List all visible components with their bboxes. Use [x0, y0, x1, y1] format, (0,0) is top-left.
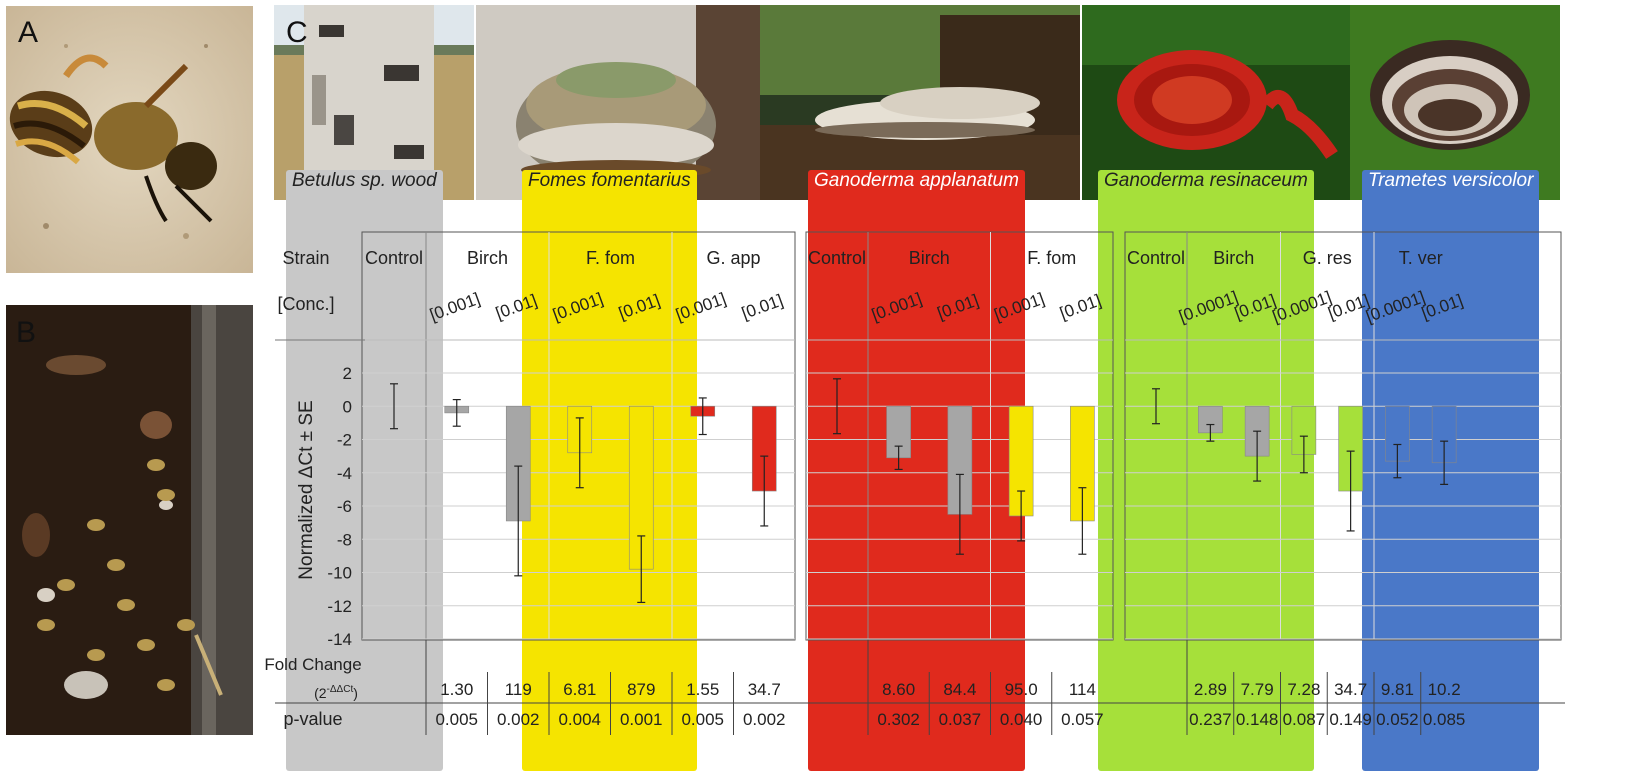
fold-change-value: 1.55 — [686, 680, 719, 699]
p-value: 0.002 — [743, 710, 786, 729]
p-value: 0.002 — [497, 710, 540, 729]
fomes-photo — [476, 5, 760, 200]
birch-label: Betulus sp. wood — [286, 170, 443, 771]
strain-label: Birch — [909, 248, 950, 268]
y-tick-label: -4 — [337, 464, 352, 483]
fold-change-value: 9.81 — [1381, 680, 1414, 699]
y-tick-label: -6 — [337, 497, 352, 516]
p-value: 0.005 — [681, 710, 724, 729]
conc-label: [0.01] — [1419, 291, 1465, 323]
fold-formula-base: (2 — [314, 685, 327, 701]
p-value: 0.057 — [1061, 710, 1104, 729]
y-tick-label: -10 — [327, 564, 352, 583]
fold-change-value: 7.28 — [1287, 680, 1320, 699]
fold-change-value: 879 — [627, 680, 655, 699]
fold-change-value: 119 — [505, 680, 532, 699]
y-tick-label: -2 — [337, 431, 352, 450]
p-value: 0.040 — [1000, 710, 1043, 729]
ganoderma-resinaceum-photo — [1082, 5, 1350, 200]
fold-change-value: 34.7 — [1334, 680, 1367, 699]
fold-change-row-label: Fold Change — [264, 655, 361, 674]
p-value: 0.001 — [620, 710, 663, 729]
y-tick-label: -8 — [337, 530, 352, 549]
fold-change-value: 7.79 — [1241, 680, 1274, 699]
conc-label: [0.01] — [1057, 291, 1103, 323]
conc-label: [0.01] — [493, 291, 539, 323]
p-value: 0.237 — [1189, 710, 1232, 729]
strain-row-label: Strain — [282, 248, 329, 268]
fold-change-value: 114 — [1069, 680, 1096, 699]
experiment-frame — [1124, 231, 1562, 641]
p-value: 0.037 — [939, 710, 982, 729]
p-value: 0.149 — [1329, 710, 1372, 729]
trametes-photo — [1350, 5, 1560, 200]
conc-label: [0.0001] — [1363, 287, 1427, 326]
strain-label: T. ver — [1399, 248, 1443, 268]
p-value: 0.087 — [1283, 710, 1326, 729]
fold-change-value: 8.60 — [882, 680, 915, 699]
trametes-label: Trametes versicolor — [1362, 170, 1540, 771]
fold-change-value: 10.2 — [1428, 680, 1461, 699]
strain-label: Control — [808, 248, 866, 268]
strain-label: Birch — [1213, 248, 1254, 268]
conc-label: [0.01] — [616, 291, 662, 323]
strain-label: Control — [365, 248, 423, 268]
conc-label: [0.01] — [739, 291, 785, 323]
strain-label: G. app — [706, 248, 760, 268]
fold-formula-exponent: -ΔΔCt — [327, 684, 354, 695]
experiment-frame — [805, 231, 1114, 641]
conc-label: [0.001] — [869, 289, 924, 325]
conc-label: [0.0001] — [1270, 287, 1334, 326]
conc-label: [0.001] — [550, 289, 605, 325]
panel-c-letter: C — [286, 16, 308, 49]
fold-change-value: 2.89 — [1194, 680, 1227, 699]
panel-a-letter: A — [18, 16, 39, 49]
ganoderma-applanatum-label: Ganoderma applanatum — [808, 170, 1025, 771]
fold-change-value: 84.4 — [943, 680, 976, 699]
fold-change-value: 1.30 — [440, 680, 473, 699]
fold-change-value: 95.0 — [1005, 680, 1038, 699]
p-value-row-label: p-value — [283, 709, 342, 729]
y-tick-label: -12 — [327, 597, 352, 616]
p-value: 0.005 — [435, 710, 478, 729]
p-value: 0.302 — [877, 710, 920, 729]
conc-label: [0.001] — [992, 289, 1047, 325]
y-tick-label: 2 — [343, 364, 352, 383]
ganoderma-resinaceum-label: Ganoderma resinaceum — [1098, 170, 1314, 771]
p-value: 0.085 — [1423, 710, 1466, 729]
fold-formula-label: (2-ΔΔCt) — [314, 684, 358, 701]
y-tick-label: -14 — [327, 630, 352, 649]
p-value: 0.004 — [558, 710, 601, 729]
conc-label: [0.0001] — [1176, 287, 1240, 326]
strain-label: Control — [1127, 248, 1185, 268]
fomes-label: Fomes fomentarius — [522, 170, 697, 771]
conc-label: [0.01] — [935, 291, 981, 323]
experiment-frame — [361, 231, 796, 641]
y-tick-label: 0 — [343, 397, 352, 416]
fold-change-value: 34.7 — [748, 680, 781, 699]
fold-change-value: 6.81 — [563, 680, 596, 699]
strain-label: F. fom — [586, 248, 635, 268]
fold-formula-close: ) — [353, 685, 358, 701]
conc-label: [0.001] — [673, 289, 728, 325]
bees-on-mulch-photo — [6, 305, 253, 735]
bar — [1070, 405, 1095, 522]
p-value: 0.148 — [1236, 710, 1279, 729]
p-value: 0.052 — [1376, 710, 1419, 729]
strain-label: F. fom — [1027, 248, 1076, 268]
strain-label: G. res — [1303, 248, 1352, 268]
conc-row-label: [Conc.] — [277, 294, 334, 314]
y-axis-label: Normalized ΔCt ± SE — [296, 400, 317, 579]
strain-label: Birch — [467, 248, 508, 268]
conc-label: [0.001] — [427, 289, 482, 325]
bee-photo — [6, 6, 253, 273]
panel-b-letter: B — [16, 316, 37, 349]
